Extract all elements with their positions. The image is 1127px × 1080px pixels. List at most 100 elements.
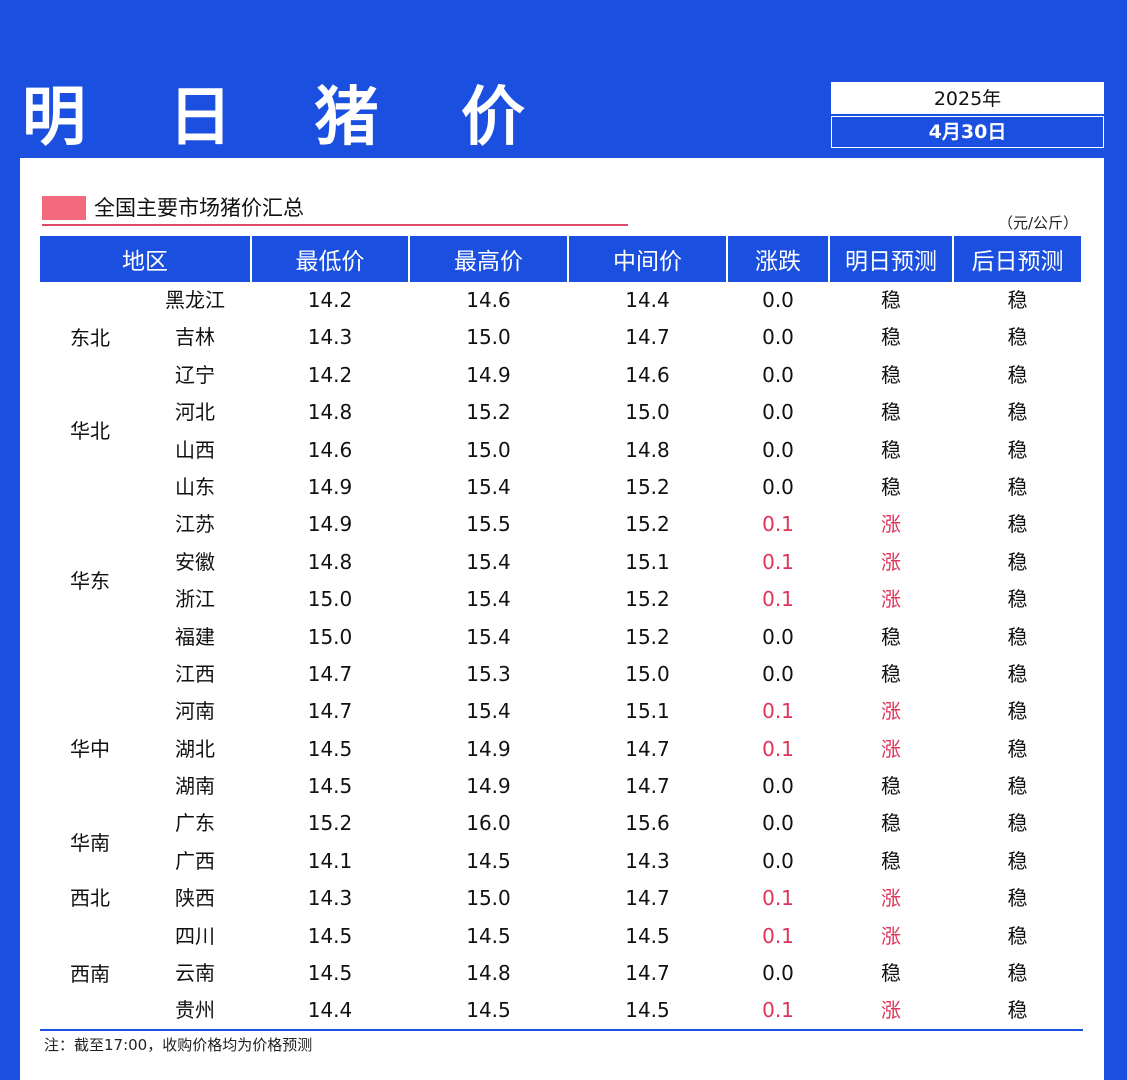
cell-dayafter: 稳 xyxy=(1007,400,1028,425)
cell-change: 0.0 xyxy=(762,624,794,649)
cell-max: 15.4 xyxy=(466,549,511,574)
footnote: 注：截至17:00，收购价格均为价格预测 xyxy=(44,1036,313,1054)
table-row: 黑龙江 14.2 14.6 14.4 0.0 稳 稳 xyxy=(40,282,1083,319)
table-header: 地区 最低价 最高价 中间价 涨跌 明日预测 后日预测 xyxy=(40,236,1083,282)
cell-province: 湖北 xyxy=(175,736,215,761)
cell-mid: 14.7 xyxy=(625,961,670,986)
cell-dayafter: 稳 xyxy=(1007,587,1028,612)
cell-province: 黑龙江 xyxy=(165,288,225,312)
table-row: 云南 14.5 14.8 14.7 0.0 稳 稳 xyxy=(40,955,1083,992)
cell-change: 0.0 xyxy=(762,288,794,312)
page-title: 明 日 猪 价 xyxy=(22,81,555,155)
cell-tomorrow: 稳 xyxy=(881,774,901,799)
cell-max: 14.8 xyxy=(466,961,511,986)
region-label: 华北 xyxy=(70,419,110,444)
cell-min: 14.5 xyxy=(307,961,353,986)
cell-province: 湖南 xyxy=(175,774,215,799)
cell-mid: 15.1 xyxy=(625,549,670,574)
cell-min: 14.3 xyxy=(307,325,353,350)
cell-max: 15.0 xyxy=(466,325,511,350)
cell-dayafter: 稳 xyxy=(1007,998,1028,1023)
cell-mid: 15.6 xyxy=(625,811,670,836)
cell-tomorrow: 涨 xyxy=(881,549,901,574)
cell-dayafter: 稳 xyxy=(1007,288,1028,312)
cell-min: 14.2 xyxy=(307,362,353,387)
table-row: 湖南 14.5 14.9 14.7 0.0 稳 稳 xyxy=(40,768,1083,805)
cell-change: 0.0 xyxy=(762,961,794,986)
cell-province: 云南 xyxy=(175,961,215,986)
cell-min: 15.2 xyxy=(307,811,353,836)
cell-dayafter: 稳 xyxy=(1007,325,1028,350)
region-label: 华南 xyxy=(70,830,110,855)
cell-mid: 14.7 xyxy=(625,886,670,911)
cell-tomorrow: 涨 xyxy=(881,998,901,1023)
cell-max: 15.4 xyxy=(466,474,511,499)
cell-change: 0.1 xyxy=(762,886,794,911)
cell-min: 15.0 xyxy=(307,624,353,649)
cell-tomorrow: 稳 xyxy=(881,848,901,873)
cell-dayafter: 稳 xyxy=(1007,362,1028,387)
cell-dayafter: 稳 xyxy=(1007,512,1028,537)
cell-change: 0.0 xyxy=(762,400,794,425)
table-row: 山西 14.6 15.0 14.8 0.0 稳 稳 xyxy=(40,432,1083,469)
cell-tomorrow: 涨 xyxy=(881,512,901,537)
cell-dayafter: 稳 xyxy=(1007,886,1028,911)
cell-min: 14.2 xyxy=(307,288,353,312)
cell-max: 15.3 xyxy=(466,661,511,686)
cell-min: 14.9 xyxy=(307,512,353,537)
col-header-change: 涨跌 xyxy=(728,236,828,282)
cell-tomorrow: 涨 xyxy=(881,587,901,612)
section-header: 全国主要市场猪价汇总 xyxy=(42,194,628,226)
cell-min: 15.0 xyxy=(307,587,353,612)
section-underline xyxy=(42,224,628,226)
col-header-region: 地区 xyxy=(40,236,250,282)
cell-change: 0.1 xyxy=(762,512,794,537)
cell-min: 14.5 xyxy=(307,923,353,948)
cell-min: 14.7 xyxy=(307,699,353,724)
table-body: 黑龙江 14.2 14.6 14.4 0.0 稳稳吉林 14.3 15.0 14.7 0.0 稳稳辽… xyxy=(40,282,1083,1030)
cell-max: 15.4 xyxy=(466,587,511,612)
cell-max: 14.5 xyxy=(466,998,511,1023)
section-marker xyxy=(42,196,86,220)
cell-mid: 15.2 xyxy=(625,587,670,612)
cell-dayafter: 稳 xyxy=(1007,961,1028,986)
cell-mid: 14.3 xyxy=(625,848,670,873)
cell-mid: 14.5 xyxy=(625,998,670,1023)
cell-dayafter: 稳 xyxy=(1007,437,1028,462)
cell-min: 14.5 xyxy=(307,736,353,761)
cell-dayafter: 稳 xyxy=(1007,736,1028,761)
cell-min: 14.4 xyxy=(307,998,353,1023)
cell-min: 14.1 xyxy=(307,848,353,873)
table-row: 吉林 14.3 15.0 14.7 0.0 稳 稳 xyxy=(40,319,1083,356)
cell-dayafter: 稳 xyxy=(1007,848,1028,873)
cell-province: 四川 xyxy=(175,923,215,948)
cell-province: 吉林 xyxy=(175,325,215,350)
region-label: 华东 xyxy=(70,569,110,593)
cell-tomorrow: 涨 xyxy=(881,699,901,724)
cell-tomorrow: 涨 xyxy=(881,886,901,911)
cell-dayafter: 稳 xyxy=(1007,661,1028,686)
cell-mid: 14.5 xyxy=(625,923,670,948)
cell-change: 0.1 xyxy=(762,587,794,612)
table-row: 安徽 14.8 15.4 15.1 0.1 涨 稳 xyxy=(40,544,1083,581)
cell-dayafter: 稳 xyxy=(1007,474,1028,499)
unit-label: （元/公斤） xyxy=(997,214,1078,232)
cell-tomorrow: 稳 xyxy=(881,288,901,312)
date-year: 2025年 xyxy=(831,82,1104,114)
cell-min: 14.8 xyxy=(307,400,353,425)
cell-tomorrow: 稳 xyxy=(881,400,901,425)
cell-dayafter: 稳 xyxy=(1007,923,1028,948)
cell-max: 15.4 xyxy=(466,699,511,724)
cell-min: 14.8 xyxy=(307,549,353,574)
cell-tomorrow: 稳 xyxy=(881,961,901,986)
col-header-tomorrow: 明日预测 xyxy=(830,236,952,282)
cell-province: 辽宁 xyxy=(175,362,215,387)
cell-province: 福建 xyxy=(175,624,215,649)
cell-mid: 15.0 xyxy=(625,661,670,686)
cell-tomorrow: 稳 xyxy=(881,362,901,387)
table-row: 河北 14.8 15.2 15.0 0.0 稳 稳 xyxy=(40,394,1083,431)
cell-max: 14.9 xyxy=(466,736,511,761)
cell-dayafter: 稳 xyxy=(1007,811,1028,836)
cell-dayafter: 稳 xyxy=(1007,549,1028,574)
cell-change: 0.1 xyxy=(762,736,794,761)
